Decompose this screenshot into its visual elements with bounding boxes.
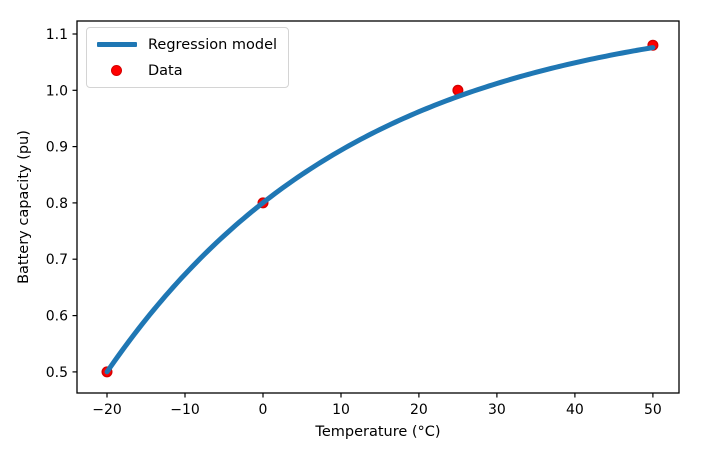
x-tick-label: 20 [410,402,428,418]
regression-line [104,45,656,375]
y-axis-label: Battery capacity (pu) [16,130,32,284]
y-tick-label: 1.0 [46,83,68,99]
x-tick-label: 30 [488,402,506,418]
legend-label-data: Data [148,62,183,79]
legend: Regression model Data [86,27,289,88]
plot-border [76,20,680,394]
y-tick-label: 0.8 [46,196,68,212]
legend-label-regression-model: Regression model [148,36,278,53]
data-points [101,39,659,378]
legend-line-swatch [96,42,137,47]
y-tick-label: 0.6 [46,309,68,325]
x-tick-label: 50 [644,402,662,418]
x-axis-label: Temperature (°C) [315,424,441,440]
y-tick-label: 0.5 [46,365,68,381]
x-tick-label: 0 [259,402,268,418]
legend-item-regression-model: Regression model [96,34,278,55]
regression-curve [104,45,656,375]
y-tick-label: 1.1 [46,27,68,43]
x-tick-label: −10 [170,402,200,418]
x-tick-label: 40 [566,402,584,418]
legend-marker-swatch [111,65,122,76]
y-axis: 0.5 0.6 0.7 0.8 0.9 1.0 1.1 [46,27,77,381]
x-axis: −20 −10 0 10 20 30 40 50 [92,393,662,418]
legend-item-data: Data [96,60,278,81]
x-tick-label: 10 [332,402,350,418]
plot-frame [76,20,680,394]
y-tick-label: 0.9 [46,140,68,156]
y-tick-label: 0.7 [46,252,68,268]
x-tick-label: −20 [92,402,122,418]
